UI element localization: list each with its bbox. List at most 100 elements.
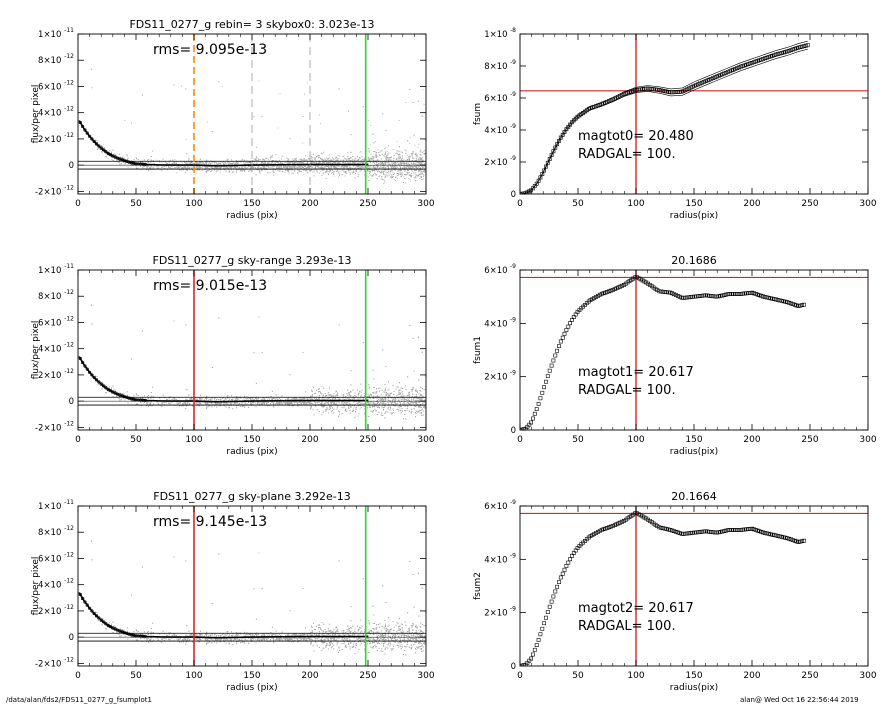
scatter-point xyxy=(422,178,424,180)
scatter-point xyxy=(414,160,416,161)
scatter-point xyxy=(420,167,421,169)
scatter-point xyxy=(230,165,232,167)
scatter-point xyxy=(425,139,426,141)
scatter-point xyxy=(346,167,348,169)
scatter-point xyxy=(331,171,333,173)
scatter-point xyxy=(303,173,305,175)
scatter-point xyxy=(302,169,304,171)
scatter-point xyxy=(246,160,248,162)
scatter-point xyxy=(420,157,422,159)
scatter-point xyxy=(423,153,425,155)
scatter-point xyxy=(399,153,401,155)
scatter-point xyxy=(338,173,340,175)
scatter-point xyxy=(369,159,371,160)
scatter-point xyxy=(295,158,297,160)
scatter-point xyxy=(227,159,229,160)
scatter-point xyxy=(395,165,397,167)
scatter-point xyxy=(334,166,335,168)
scatter-point xyxy=(420,176,422,178)
scatter-point xyxy=(286,165,288,166)
scatter-point xyxy=(246,162,248,164)
scatter-point xyxy=(371,166,373,168)
scatter-point xyxy=(263,163,265,165)
scatter-point xyxy=(331,172,333,174)
scatter-point xyxy=(352,156,354,157)
scatter-point xyxy=(385,164,387,166)
scatter-point xyxy=(307,162,308,164)
scatter-point xyxy=(192,162,194,164)
scatter-point xyxy=(320,162,321,164)
scatter-point xyxy=(277,161,279,163)
scatter-point xyxy=(400,162,402,164)
scatter-point xyxy=(342,165,344,166)
scatter-point xyxy=(216,166,218,168)
scatter-point xyxy=(271,163,273,164)
scatter-point xyxy=(419,165,421,166)
scatter-point xyxy=(185,171,187,173)
scatter-point xyxy=(400,164,402,166)
scatter-point xyxy=(238,162,240,164)
scatter-point xyxy=(210,170,211,172)
scatter-point xyxy=(188,168,190,169)
scatter-point xyxy=(351,172,353,174)
scatter-point xyxy=(383,165,385,167)
scatter-point xyxy=(330,170,331,172)
scatter-point xyxy=(395,180,397,181)
scatter-point xyxy=(271,161,273,163)
scatter-point xyxy=(203,162,204,164)
scatter-point xyxy=(388,157,390,159)
scatter-point xyxy=(328,162,329,164)
scatter-point xyxy=(317,155,319,157)
scatter-point xyxy=(364,169,366,171)
scatter-point xyxy=(341,159,343,161)
scatter-point xyxy=(122,156,124,158)
scatter-point xyxy=(159,161,161,163)
scatter-point xyxy=(371,169,373,171)
scatter-point xyxy=(298,162,300,164)
scatter-point xyxy=(156,165,158,167)
scatter-point xyxy=(196,162,198,164)
scatter-point xyxy=(207,121,209,123)
scatter-point xyxy=(174,166,175,168)
scatter-point xyxy=(146,165,148,167)
scatter-point xyxy=(322,161,324,163)
scatter-point xyxy=(331,159,333,161)
scatter-point xyxy=(339,155,341,157)
scatter-point xyxy=(332,156,333,158)
scatter-point xyxy=(311,157,313,159)
scatter-point xyxy=(188,167,190,169)
scatter-point xyxy=(230,166,232,168)
scatter-point xyxy=(413,177,415,178)
scatter-point xyxy=(293,161,295,163)
scatter-point xyxy=(421,152,423,153)
scatter-point xyxy=(391,169,392,171)
scatter-point xyxy=(372,161,374,163)
scatter-point xyxy=(322,162,324,164)
scatter-point xyxy=(335,167,337,169)
scatter-point xyxy=(390,176,392,178)
scatter-point xyxy=(101,146,103,147)
scatter-point xyxy=(384,169,386,171)
scatter-point xyxy=(97,148,99,150)
scatter-point xyxy=(287,158,289,160)
scatter-point xyxy=(217,162,219,164)
scatter-point xyxy=(399,146,400,148)
scatter-point xyxy=(369,160,370,161)
scatter-point xyxy=(413,172,415,174)
scatter-point xyxy=(158,165,160,167)
scatter-point xyxy=(323,151,325,153)
scatter-point xyxy=(340,167,342,169)
scatter-point xyxy=(242,170,244,171)
scatter-point xyxy=(423,176,424,177)
scatter-point xyxy=(188,158,190,160)
scatter-point xyxy=(367,165,369,167)
scatter-point xyxy=(359,170,361,172)
scatter-point xyxy=(118,162,120,163)
scatter-point xyxy=(374,167,376,169)
scatter-point xyxy=(318,163,319,164)
scatter-point xyxy=(216,168,218,169)
scatter-point xyxy=(213,167,215,169)
scatter-point xyxy=(156,159,158,161)
scatter-point xyxy=(230,167,232,169)
